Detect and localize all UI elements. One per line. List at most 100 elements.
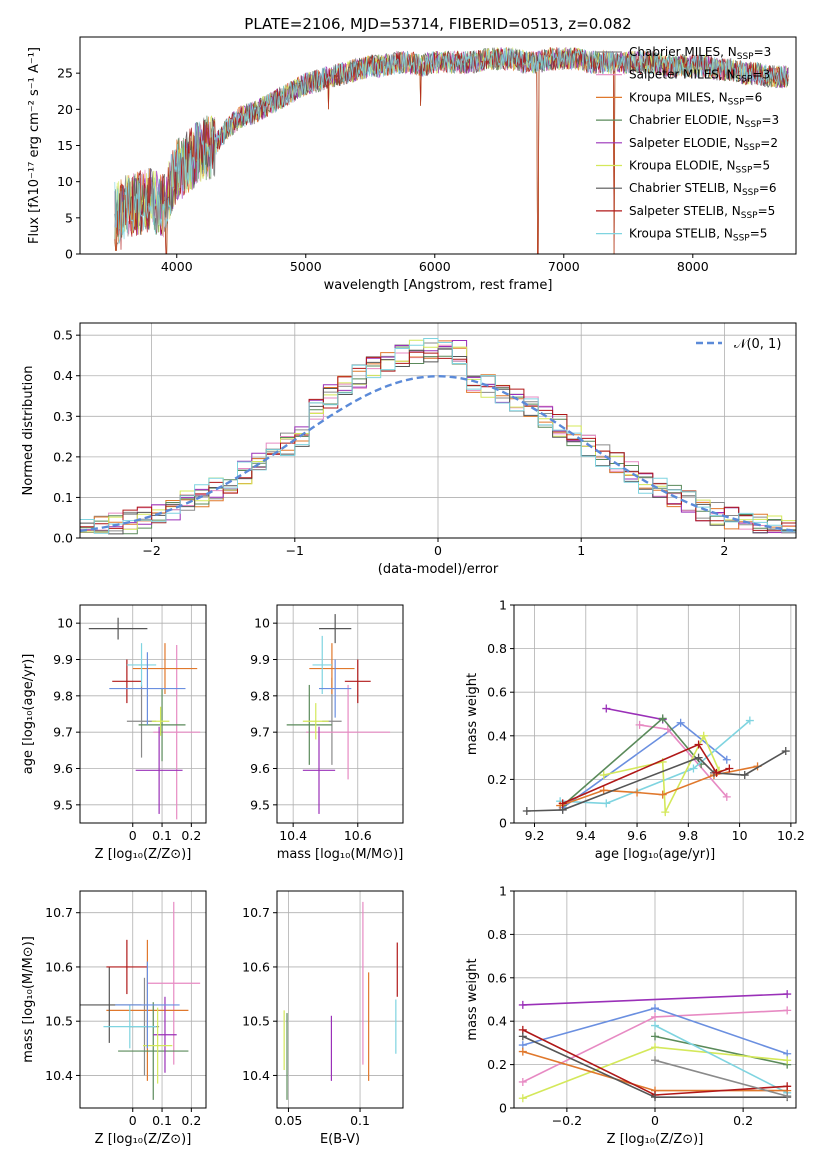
weight-marker <box>518 1000 527 1009</box>
weight-marker <box>722 792 731 801</box>
y-tick-label: 9.5 <box>53 797 73 812</box>
x-tick-label: −1 <box>286 543 304 558</box>
weight-marker <box>783 1082 792 1091</box>
x-tick-label: 0.2 <box>181 1113 201 1128</box>
x-tick-label: 9.8 <box>678 828 698 843</box>
weight-marker <box>651 1032 659 1041</box>
weight-marker <box>676 718 685 727</box>
weight-marker <box>694 740 703 749</box>
y-tick-label: 9.6 <box>250 761 270 776</box>
axes-frame: 0 0.1 0.2 10.4 10.5 10.6 10.7 Z [log₁₀(Z/Z⊙)] ma… <box>21 890 207 1147</box>
weight-marker <box>663 725 672 734</box>
plot-area <box>80 338 796 535</box>
y-tick-label: 20 <box>57 102 73 117</box>
weight-marker <box>661 808 670 817</box>
y-tick-label: 9.8 <box>250 688 270 703</box>
figure-title: PLATE=2106, MJD=53714, FIBERID=0513, z=0… <box>244 15 631 33</box>
legend-label: Kroupa STELIB, NSSP=5 <box>629 227 767 244</box>
x-tick-label: 6000 <box>419 259 451 274</box>
x-tick-label: 9.2 <box>525 828 545 843</box>
legend-label: Kroupa MILES, NSSP=6 <box>629 90 762 107</box>
y-tick-label: 0.4 <box>487 728 507 743</box>
x-tick-label: 0 <box>651 1113 659 1128</box>
weight-marker <box>725 764 734 773</box>
weight-marker <box>633 788 642 797</box>
panel-mass_vs_EBV: 0.05 0.1 10.4 10.5 10.6 10.7 E(B-V) <box>242 890 404 1147</box>
x-axis-label: Z [log₁₀(Z/Z⊙)] <box>607 1132 704 1147</box>
weight-series-line <box>654 1024 788 1094</box>
x-tick-label: 10 <box>732 828 748 843</box>
x-tick-label: 5000 <box>290 259 322 274</box>
weight-marker <box>651 1004 659 1013</box>
y-tick-label: 10.7 <box>45 905 73 920</box>
weight-marker <box>783 1006 792 1015</box>
y-tick-label: 0.0 <box>53 531 73 546</box>
weight-marker <box>689 764 698 773</box>
x-tick-label: 0 <box>129 828 137 843</box>
plot-area <box>518 990 792 1103</box>
y-tick-label: 0 <box>499 1101 507 1116</box>
plot-area <box>522 704 790 817</box>
axes-frame: 9.2 9.4 9.6 9.8 10 10.2 0 0.2 0.4 0.6 0.8 1 age [log… <box>465 598 805 863</box>
y-tick-label: 0.1 <box>53 490 73 505</box>
y-tick-label: 10.7 <box>242 905 270 920</box>
weight-series-line <box>654 1035 788 1066</box>
y-tick-label: 1 <box>499 598 507 613</box>
axes-box <box>276 890 404 1109</box>
legend-label: 𝒩(0, 1) <box>734 337 781 352</box>
x-tick-label: 2 <box>720 543 728 558</box>
y-tick-label: 0 <box>65 247 73 262</box>
y-tick-label: 10.4 <box>242 1068 270 1083</box>
panel-mass_vs_Z: 0 0.1 0.2 10.4 10.5 10.6 10.7 Z [log₁₀(Z/Z⊙)] ma… <box>21 890 207 1147</box>
x-tick-label: 0.2 <box>733 1113 753 1128</box>
y-tick-label: 0.6 <box>487 685 507 700</box>
axes-frame: 4000 5000 6000 7000 8000 0 5 10 15 20 25 wavelength… <box>27 36 797 293</box>
weight-marker <box>783 990 792 999</box>
weight-marker <box>651 1043 659 1052</box>
y-tick-label: 0.8 <box>487 641 507 656</box>
y-tick-label: 9.9 <box>53 652 73 667</box>
x-axis-label: wavelength [Angstrom, rest frame] <box>324 278 553 293</box>
weight-marker <box>522 807 531 816</box>
normal-curve <box>80 374 796 533</box>
weight-marker <box>658 790 667 799</box>
y-axis-label: age [log₁₀(age/yr)] <box>21 654 36 775</box>
axes-frame: 10.4 10.6 9.5 9.6 9.7 9.8 9.9 10 mass [log₁₀(M/M… <box>250 604 404 862</box>
weight-marker <box>699 731 708 740</box>
x-tick-label: 10.2 <box>777 828 805 843</box>
weight-marker <box>745 716 754 725</box>
y-tick-label: 5 <box>65 210 73 225</box>
plot-area <box>283 901 398 1100</box>
axes-box <box>79 890 207 1109</box>
y-axis-label: Normed distribution <box>21 366 36 496</box>
legend-label: Kroupa ELODIE, NSSP=5 <box>629 159 770 176</box>
panels: 4000 5000 6000 7000 80000510152025wavelength… <box>21 36 805 1147</box>
weight-marker <box>602 704 611 713</box>
weight-marker <box>651 1056 659 1065</box>
axes-box <box>79 604 207 824</box>
y-tick-label: 0.4 <box>53 368 73 383</box>
y-axis-label: mass [log₁₀(M/M⊙)] <box>21 936 36 1063</box>
weight-marker <box>635 720 644 729</box>
weight-marker <box>599 771 608 780</box>
y-tick-label: 10.6 <box>45 959 73 974</box>
y-tick-label: 10 <box>57 174 73 189</box>
legend-label: Salpeter STELIB, NSSP=5 <box>629 204 775 221</box>
panel-weight_vs_Z: −0.2 0 0.2 0 0.2 0.4 0.6 0.8 1 Z [log₁₀(Z/Z⊙)] mas… <box>465 884 797 1147</box>
axes-frame: −0.2 0 0.2 0 0.2 0.4 0.6 0.8 1 Z [log₁₀(Z/Z⊙)] mas… <box>465 884 797 1147</box>
y-tick-label: 10 <box>254 616 270 631</box>
spectrum-line <box>114 47 789 244</box>
weight-series-line <box>526 750 787 812</box>
y-tick-label: 10.5 <box>242 1014 270 1029</box>
y-tick-label: 9.9 <box>250 652 270 667</box>
weight-series-line <box>562 743 730 805</box>
x-tick-label: 0.2 <box>181 828 201 843</box>
y-tick-label: 0.5 <box>53 328 73 343</box>
x-axis-label: Z [log₁₀(Z/Z⊙)] <box>95 847 192 862</box>
x-axis-label: E(B-V) <box>320 1132 360 1147</box>
weight-marker <box>651 1012 659 1021</box>
y-tick-label: 25 <box>57 66 73 81</box>
legend-label: Chabrier ELODIE, NSSP=3 <box>629 113 779 130</box>
y-tick-label: 15 <box>57 138 73 153</box>
y-tick-label: 1 <box>499 884 507 899</box>
